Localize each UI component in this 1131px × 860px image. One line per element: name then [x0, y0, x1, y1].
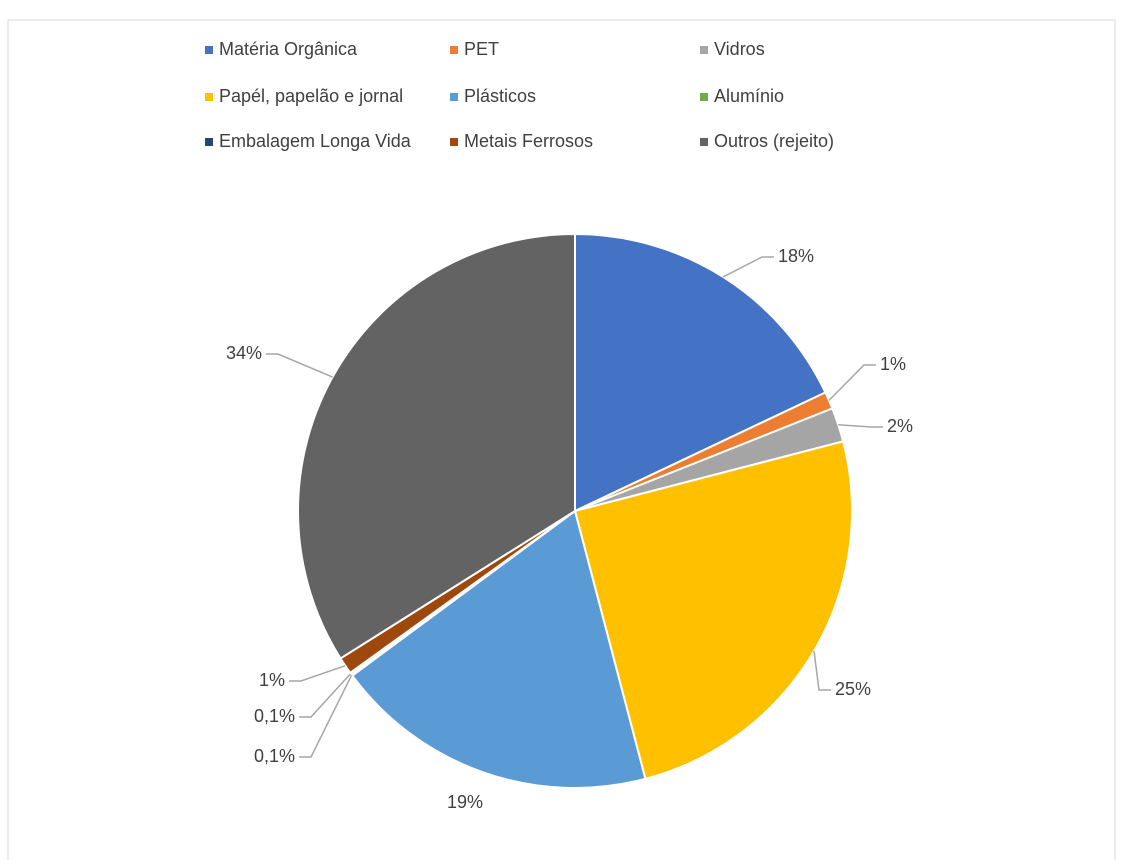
- data-label: 34%: [226, 343, 262, 363]
- data-label: 18%: [778, 246, 814, 266]
- legend-marker: [205, 93, 213, 101]
- legend-label: Papél, papelão e jornal: [219, 86, 403, 106]
- legend-label: Outros (rejeito): [714, 131, 834, 151]
- legend-marker: [205, 138, 213, 146]
- legend-label: Vidros: [714, 39, 765, 59]
- pie-slice: [350, 509, 647, 789]
- legend-marker: [700, 46, 708, 54]
- leader-line: [813, 650, 831, 691]
- legend-label: Plásticos: [464, 86, 536, 106]
- legend-marker: [205, 46, 213, 54]
- legend-marker: [450, 46, 458, 54]
- pie-slice: [574, 232, 827, 513]
- data-label: 1%: [259, 670, 285, 690]
- leader-line: [722, 256, 774, 278]
- leader-line: [299, 674, 353, 758]
- legend-marker: [700, 138, 708, 146]
- legend-label: Matéria Orgânica: [219, 39, 358, 59]
- data-label: 2%: [887, 416, 913, 436]
- data-label: 0,1%: [254, 706, 295, 726]
- leader-line: [266, 353, 333, 378]
- legend-marker: [700, 93, 708, 101]
- leader-line: [838, 423, 883, 428]
- data-label: 0,1%: [254, 746, 295, 766]
- leader-line: [299, 673, 352, 718]
- leader-line: [289, 664, 346, 682]
- legend-marker: [450, 93, 458, 101]
- data-label: 1%: [880, 354, 906, 374]
- legend-label: Embalagem Longa Vida: [219, 131, 412, 151]
- legend-label: PET: [464, 39, 499, 59]
- data-label: 25%: [835, 679, 871, 699]
- legend-label: Metais Ferrosos: [464, 131, 593, 151]
- legend-marker: [450, 138, 458, 146]
- data-label: 19%: [447, 792, 483, 812]
- legend-label: Alumínio: [714, 86, 784, 106]
- leader-line: [828, 364, 876, 401]
- pie-slice: [297, 232, 576, 660]
